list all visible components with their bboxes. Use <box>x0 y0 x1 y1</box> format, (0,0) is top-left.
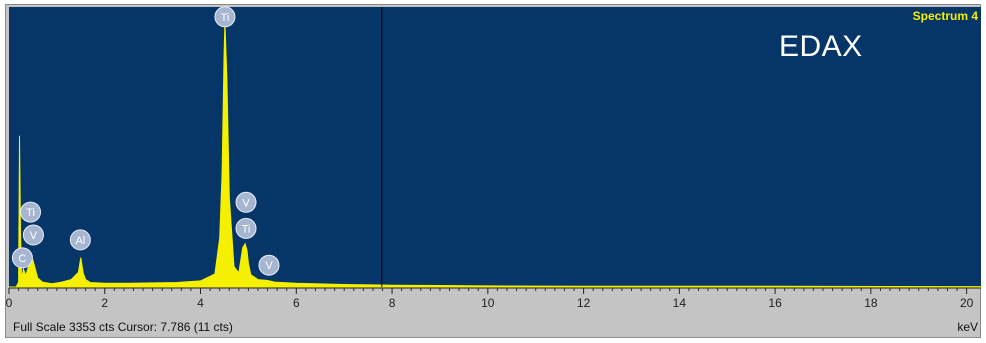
peak-label: Ti <box>242 223 251 235</box>
peak-marker <box>235 217 257 239</box>
x-tick-label: 4 <box>197 296 204 310</box>
peak-marker <box>258 254 280 276</box>
peak-label: Al <box>75 235 85 247</box>
x-tick-label: 20 <box>960 296 974 310</box>
peak-marker <box>235 191 257 213</box>
x-tick-label: 2 <box>101 296 108 310</box>
peak-label: V <box>30 230 38 242</box>
x-tick-label: 8 <box>389 296 396 310</box>
peak-label: Ti <box>221 12 230 24</box>
peak-label: V <box>242 197 250 209</box>
peak-label: V <box>265 260 273 272</box>
x-tick-label: 6 <box>293 296 300 310</box>
x-tick-label: 16 <box>768 296 782 310</box>
x-tick-label: 0 <box>6 296 13 310</box>
peak-marker <box>22 224 44 246</box>
spectrum-series <box>9 21 982 288</box>
x-axis-unit: keV <box>957 320 978 334</box>
peak-label: Ti <box>26 207 35 219</box>
spectrum-name: Spectrum 4 <box>912 9 978 23</box>
peak-marker <box>11 247 33 269</box>
edax-brand-label: EDAX <box>779 30 863 63</box>
peak-label: C <box>18 253 26 265</box>
peak-marker <box>69 229 91 251</box>
x-tick-label: 18 <box>864 296 878 310</box>
plot-area[interactable] <box>9 7 981 287</box>
x-tick-label: 10 <box>481 296 495 310</box>
x-tick-label: 14 <box>673 296 687 310</box>
x-tick-label: 12 <box>577 296 591 310</box>
peak-marker <box>20 201 42 223</box>
status-readout: Full Scale 3353 cts Cursor: 7.786 (11 ct… <box>13 320 233 334</box>
peak-marker <box>214 6 236 28</box>
